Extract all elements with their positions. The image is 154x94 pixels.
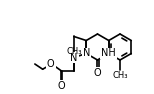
Text: CH₃: CH₃ bbox=[66, 47, 82, 56]
Text: O: O bbox=[94, 68, 101, 78]
Text: O: O bbox=[57, 81, 65, 91]
Text: NH: NH bbox=[101, 49, 116, 58]
Text: N: N bbox=[70, 53, 78, 63]
Text: N: N bbox=[83, 49, 90, 58]
Text: O: O bbox=[47, 59, 55, 69]
Text: CH₃: CH₃ bbox=[112, 71, 128, 80]
Text: N: N bbox=[70, 53, 78, 63]
